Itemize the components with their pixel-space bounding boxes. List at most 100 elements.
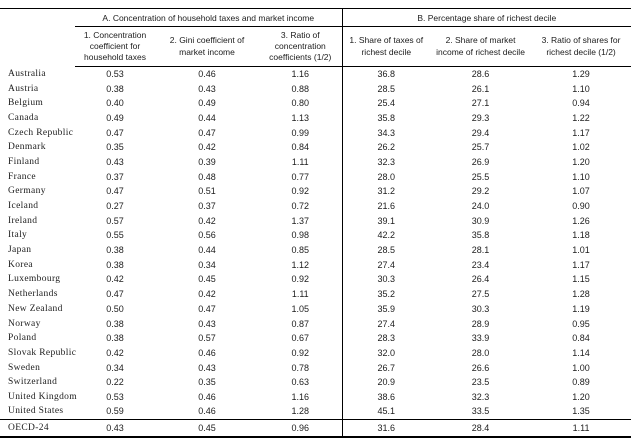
country-cell: Germany (8, 186, 46, 197)
column-header-row: 1. Concentration coefficient for househo… (0, 26, 631, 67)
value-cell: 0.38 (106, 333, 124, 344)
value-cell: 0.43 (198, 83, 216, 94)
value-cell: 45.1 (341, 404, 431, 419)
value-cell: 0.46 (198, 406, 216, 417)
value-cell: 0.38 (106, 259, 124, 270)
col-header-ratio-shares: 3. Ratio of shares for richest decile (1… (531, 26, 631, 67)
value-cell: 1.19 (572, 303, 590, 314)
value-cell: 0.38 (106, 245, 124, 256)
value-cell: 0.22 (106, 377, 124, 388)
country-cell: Slovak Republic (8, 347, 77, 358)
value-cell: 23.5 (471, 377, 490, 388)
table-row: Japan 0.38 0.44 0.85 28.5 28.1 1.01 (0, 242, 631, 258)
value-cell: 28.6 (471, 69, 490, 80)
value-cell: 0.49 (106, 112, 124, 123)
panel-header-row: A. Concentration of household taxes and … (0, 8, 631, 27)
value-cell: 1.16 (291, 69, 310, 80)
country-cell: Sweden (8, 362, 41, 373)
value-cell: 0.92 (291, 347, 310, 358)
value-cell: 1.10 (572, 83, 590, 94)
value-cell: 34.3 (341, 125, 431, 140)
value-cell: 0.72 (291, 201, 310, 212)
value-cell: 20.9 (341, 374, 431, 390)
value-cell: 26.2 (341, 139, 431, 155)
value-cell: 0.63 (291, 377, 310, 388)
tax-progressivity-table: A. Concentration of household taxes and … (0, 8, 631, 438)
value-cell: 28.0 (471, 347, 490, 358)
value-cell: 0.43 (198, 362, 216, 373)
value-cell: 29.3 (471, 112, 490, 123)
table-row: Slovak Republic 0.42 0.46 0.92 32.0 28.0 1.14 (0, 345, 631, 361)
value-cell: 25.7 (471, 142, 490, 153)
table-row: United Kingdom 0.53 0.46 1.16 38.6 32.3 1.20 (0, 389, 631, 405)
value-cell: 0.47 (106, 127, 124, 138)
value-cell: 33.5 (471, 406, 490, 417)
value-cell: 0.55 (106, 230, 124, 241)
value-cell: 0.44 (198, 112, 216, 123)
panel-a-title: A. Concentration of household taxes and … (75, 8, 343, 27)
value-cell: 35.8 (341, 110, 431, 126)
value-cell: 31.6 (341, 418, 431, 438)
value-cell: 1.17 (572, 259, 590, 270)
table-row: Norway 0.38 0.43 0.87 27.4 28.9 0.95 (0, 316, 631, 331)
table-row: Italy 0.55 0.56 0.98 42.2 35.8 1.18 (0, 228, 631, 243)
oecd-average-row: OECD-24 0.43 0.45 0.96 31.6 28.4 1.11 (0, 418, 631, 438)
value-cell: 26.9 (471, 156, 490, 167)
country-cell: Japan (8, 245, 32, 256)
value-cell: 0.37 (106, 171, 124, 182)
value-cell: 0.95 (572, 318, 590, 329)
value-cell: 0.53 (106, 391, 124, 402)
value-cell: 0.57 (106, 215, 124, 226)
table-row: Ireland 0.57 0.42 1.37 39.1 30.9 1.26 (0, 213, 631, 229)
country-cell: Iceland (8, 201, 39, 212)
value-cell: 28.5 (341, 242, 431, 258)
country-cell: France (8, 171, 36, 182)
value-cell: 0.47 (198, 127, 216, 138)
value-cell: 0.77 (291, 171, 310, 182)
table-row: New Zealand 0.50 0.47 1.05 35.9 30.3 1.19 (0, 301, 631, 317)
table-row: Denmark 0.35 0.42 0.84 26.2 25.7 1.02 (0, 139, 631, 155)
value-cell: 28.1 (471, 245, 490, 256)
value-cell: 0.92 (291, 186, 310, 197)
value-cell: 0.45 (198, 274, 216, 285)
value-cell: 24.0 (471, 201, 490, 212)
country-cell: Austria (8, 83, 39, 94)
country-cell: Netherlands (8, 289, 58, 300)
value-cell: 23.4 (471, 259, 490, 270)
value-cell: 42.2 (341, 228, 431, 243)
country-cell: Finland (8, 156, 40, 167)
corner-cell (0, 8, 75, 27)
value-cell: 1.17 (572, 127, 590, 138)
col-header-gini-coefficient: 2. Gini coefficient of market income (155, 26, 259, 67)
value-cell: 32.3 (341, 154, 431, 170)
country-cell: Norway (8, 318, 41, 329)
value-cell: 1.29 (572, 69, 590, 80)
value-cell: 1.02 (572, 142, 590, 153)
value-cell: 25.4 (341, 95, 431, 111)
table-row: Korea 0.38 0.34 1.12 27.4 23.4 1.17 (0, 257, 631, 273)
value-cell: 1.01 (572, 245, 590, 256)
value-cell: 26.4 (471, 274, 490, 285)
table-row: Iceland 0.27 0.37 0.72 21.6 24.0 0.90 (0, 198, 631, 214)
value-cell: 1.37 (291, 215, 310, 226)
value-cell: 0.39 (198, 156, 216, 167)
value-cell: 30.3 (341, 272, 431, 287)
value-cell: 1.11 (531, 418, 631, 438)
value-cell: 0.56 (198, 230, 216, 241)
value-cell: 0.88 (291, 83, 310, 94)
country-cell: Italy (8, 230, 28, 241)
country-cell: United States (8, 406, 64, 417)
table-row: France 0.37 0.48 0.77 28.0 25.5 1.10 (0, 169, 631, 184)
value-cell: 32.0 (341, 345, 431, 361)
value-cell: 0.51 (198, 186, 216, 197)
value-cell: 1.14 (572, 347, 590, 358)
country-cell: Ireland (8, 215, 38, 226)
value-cell: 1.26 (572, 215, 590, 226)
value-cell: 1.13 (291, 112, 310, 123)
table-row: Sweden 0.34 0.43 0.78 26.7 26.6 1.00 (0, 360, 631, 375)
value-cell: 1.28 (291, 406, 310, 417)
value-cell: 0.84 (291, 142, 310, 153)
col-header-share-taxes: 1. Share of taxes of richest decile (341, 26, 431, 67)
value-cell: 0.45 (155, 418, 259, 438)
